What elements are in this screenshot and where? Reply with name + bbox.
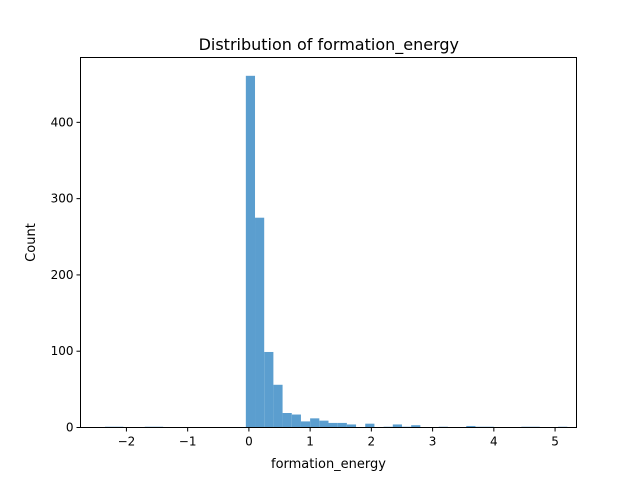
- y-tick-label: 0: [66, 421, 74, 435]
- histogram-bar: [245, 75, 256, 428]
- x-tick-label: 0: [245, 435, 253, 449]
- x-axis: −2 −1 0 1 2 3 4 5: [118, 427, 559, 449]
- histogram-bar: [346, 424, 357, 428]
- x-tick-label: −1: [179, 435, 197, 449]
- y-tick-label: 100: [51, 344, 74, 358]
- y-axis-label: Count: [24, 223, 39, 262]
- histogram-bar: [319, 420, 329, 428]
- y-tick-label: 200: [51, 268, 74, 282]
- x-tick-label: 3: [429, 435, 437, 449]
- histogram-bar: [255, 217, 265, 428]
- x-tick-label: 4: [490, 435, 498, 449]
- histogram-bar: [291, 414, 301, 428]
- histogram-bar: [273, 384, 283, 428]
- plot-frame: [80, 57, 577, 428]
- histogram-bar: [337, 422, 347, 428]
- bars-group: [104, 75, 568, 428]
- y-axis: 0 100 200 300 400: [51, 115, 81, 435]
- histogram-bar: [264, 351, 274, 428]
- chart-title: Distribution of formation_energy: [199, 35, 459, 55]
- histogram-bar: [310, 418, 320, 428]
- x-tick-label: 1: [306, 435, 314, 449]
- histogram-bar: [466, 425, 476, 428]
- x-tick-label: −2: [118, 435, 136, 449]
- y-tick-label: 300: [51, 192, 74, 206]
- histogram-bar: [282, 413, 292, 428]
- x-axis-label: formation_energy: [271, 457, 386, 472]
- histogram-bar: [411, 425, 421, 428]
- histogram-bar: [300, 421, 311, 428]
- histogram-bar: [328, 422, 338, 428]
- x-tick-label: 2: [368, 435, 376, 449]
- histogram-bar: [365, 423, 375, 428]
- y-tick-label: 400: [51, 115, 74, 129]
- histogram-bar: [392, 424, 402, 428]
- x-tick-label: 5: [551, 435, 559, 449]
